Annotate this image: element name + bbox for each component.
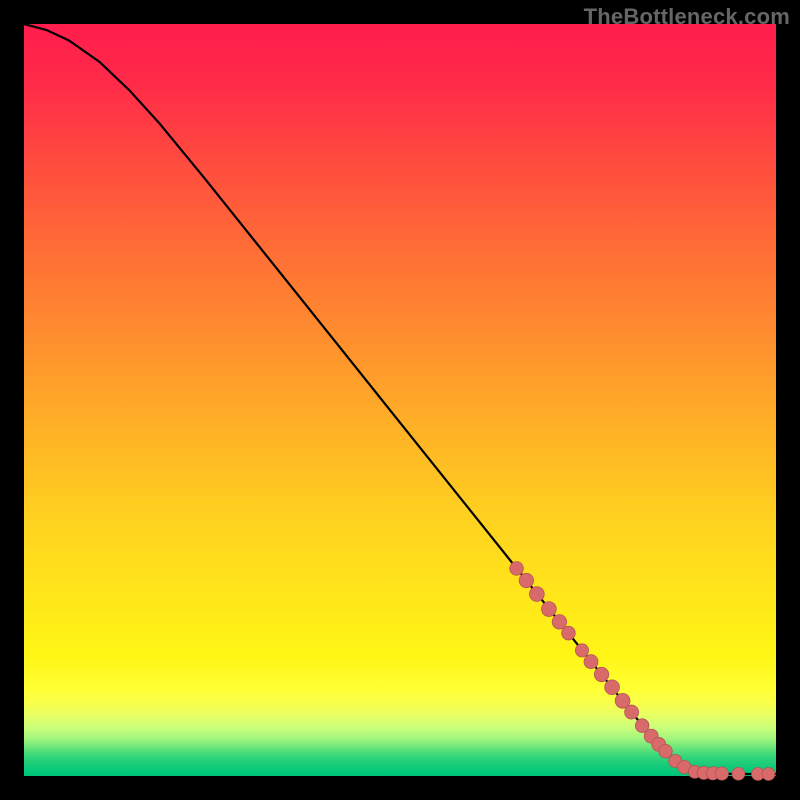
data-marker bbox=[659, 744, 673, 758]
data-marker bbox=[552, 615, 566, 629]
figure-root: TheBottleneck.com bbox=[0, 0, 800, 800]
data-marker bbox=[519, 573, 533, 587]
data-marker bbox=[594, 667, 608, 681]
data-marker bbox=[584, 655, 598, 669]
chart-canvas bbox=[0, 0, 800, 800]
data-marker bbox=[529, 587, 544, 602]
data-marker bbox=[625, 705, 639, 719]
data-marker bbox=[732, 767, 745, 780]
data-marker bbox=[605, 680, 620, 695]
data-marker bbox=[575, 644, 588, 657]
watermark-text: TheBottleneck.com bbox=[584, 4, 790, 30]
data-marker bbox=[542, 602, 557, 617]
data-marker bbox=[715, 767, 728, 780]
chart-background bbox=[24, 24, 776, 776]
data-marker bbox=[510, 562, 524, 576]
data-marker bbox=[762, 768, 775, 781]
data-marker bbox=[562, 626, 576, 640]
